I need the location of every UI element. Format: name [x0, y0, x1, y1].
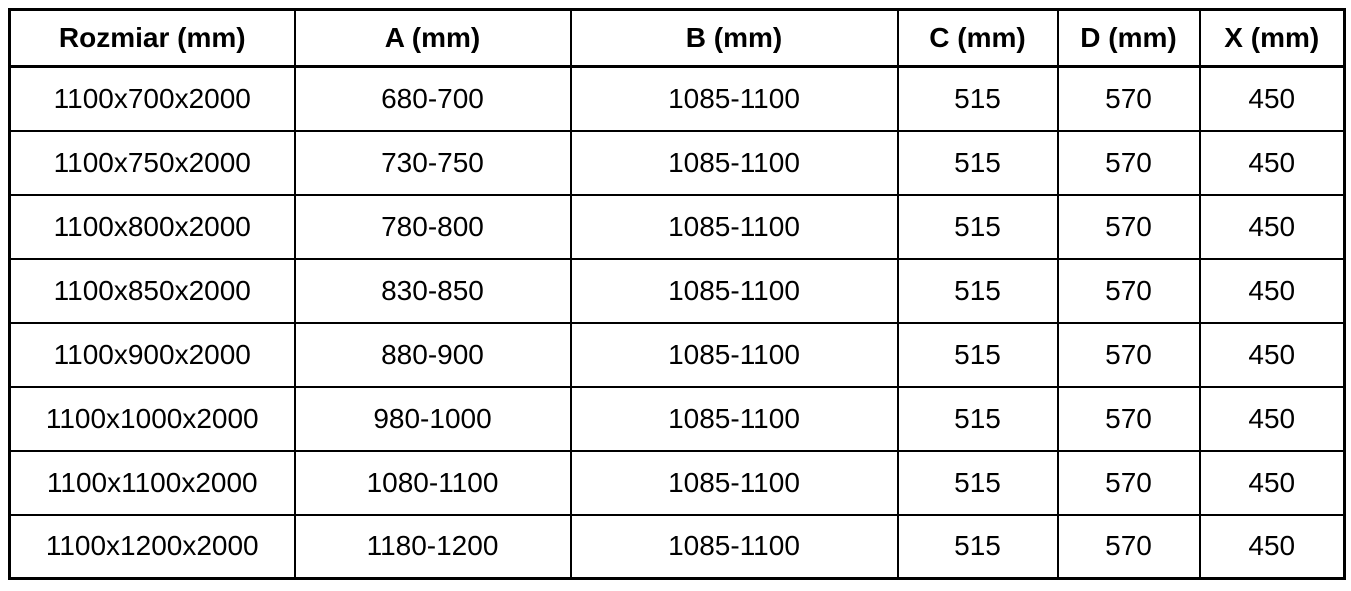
size-spec-table: Rozmiar (mm) A (mm) B (mm) C (mm) D (mm) X (m…: [8, 8, 1346, 580]
table-row: 1100x800x2000 780-800 1085-1100 515 570 450: [8, 193, 1346, 260]
column-header: X (mm): [1198, 8, 1346, 68]
table-cell: 570: [1056, 449, 1201, 516]
table-cell: 515: [896, 385, 1059, 452]
table-cell: 1085-1100: [569, 449, 899, 516]
table-cell: 450: [1198, 65, 1346, 132]
table-cell: 1100x1100x2000: [8, 449, 296, 516]
table-cell: 1100x750x2000: [8, 129, 296, 196]
table-row: 1100x750x2000 730-750 1085-1100 515 570 450: [8, 129, 1346, 196]
table-cell: 1100x800x2000: [8, 193, 296, 260]
table-cell: 515: [896, 257, 1059, 324]
table-cell: 570: [1056, 193, 1201, 260]
table-cell: 515: [896, 193, 1059, 260]
table-cell: 880-900: [293, 321, 572, 388]
table-cell: 515: [896, 513, 1059, 580]
table-cell: 1085-1100: [569, 193, 899, 260]
table-cell: 570: [1056, 129, 1201, 196]
table-cell: 1100x900x2000: [8, 321, 296, 388]
table-cell: 1100x1200x2000: [8, 513, 296, 580]
table-cell: 450: [1198, 257, 1346, 324]
column-header: D (mm): [1056, 8, 1201, 68]
table-cell: 570: [1056, 257, 1201, 324]
table-cell: 450: [1198, 321, 1346, 388]
table-cell: 570: [1056, 65, 1201, 132]
table-cell: 450: [1198, 449, 1346, 516]
table-row: 1100x850x2000 830-850 1085-1100 515 570 450: [8, 257, 1346, 324]
table-cell: 1100x700x2000: [8, 65, 296, 132]
header-row: Rozmiar (mm) A (mm) B (mm) C (mm) D (mm) X (m…: [8, 8, 1346, 68]
table-cell: 730-750: [293, 129, 572, 196]
table-cell: 1085-1100: [569, 321, 899, 388]
column-header: C (mm): [896, 8, 1059, 68]
table-row: 1100x700x2000 680-700 1085-1100 515 570 450: [8, 65, 1346, 132]
table-header: Rozmiar (mm) A (mm) B (mm) C (mm) D (mm) X (m…: [8, 8, 1346, 68]
table-cell: 515: [896, 129, 1059, 196]
table-cell: 1085-1100: [569, 513, 899, 580]
table-cell: 515: [896, 65, 1059, 132]
table-cell: 1085-1100: [569, 65, 899, 132]
table-cell: 515: [896, 321, 1059, 388]
column-header: A (mm): [293, 8, 572, 68]
table-cell: 980-1000: [293, 385, 572, 452]
table-cell: 450: [1198, 385, 1346, 452]
table-row: 1100x1100x2000 1080-1100 1085-1100 515 570 45…: [8, 449, 1346, 516]
table-cell: 1100x850x2000: [8, 257, 296, 324]
table-cell: 450: [1198, 193, 1346, 260]
table-cell: 515: [896, 449, 1059, 516]
table-cell: 1085-1100: [569, 129, 899, 196]
table-cell: 450: [1198, 129, 1346, 196]
column-header: Rozmiar (mm): [8, 8, 296, 68]
table-cell: 570: [1056, 513, 1201, 580]
table-row: 1100x900x2000 880-900 1085-1100 515 570 450: [8, 321, 1346, 388]
table-body: 1100x700x2000 680-700 1085-1100 515 570 450 11…: [8, 65, 1346, 580]
table-cell: 780-800: [293, 193, 572, 260]
table-row: 1100x1000x2000 980-1000 1085-1100 515 570 450: [8, 385, 1346, 452]
table-cell: 1100x1000x2000: [8, 385, 296, 452]
table-cell: 1085-1100: [569, 385, 899, 452]
table-cell: 450: [1198, 513, 1346, 580]
table-cell: 680-700: [293, 65, 572, 132]
table-row: 1100x1200x2000 1180-1200 1085-1100 515 570 45…: [8, 513, 1346, 580]
table-cell: 570: [1056, 321, 1201, 388]
table-cell: 1085-1100: [569, 257, 899, 324]
table-cell: 830-850: [293, 257, 572, 324]
table-cell: 1180-1200: [293, 513, 572, 580]
table-cell: 570: [1056, 385, 1201, 452]
table-cell: 1080-1100: [293, 449, 572, 516]
column-header: B (mm): [569, 8, 899, 68]
